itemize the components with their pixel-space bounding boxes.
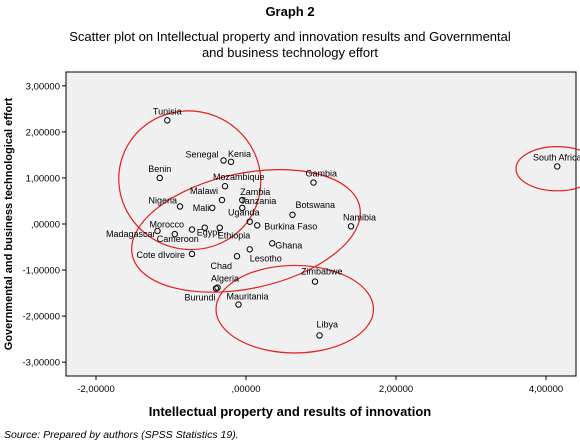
data-point xyxy=(254,222,261,229)
y-tick-label: 1,00000 xyxy=(26,173,60,184)
data-point xyxy=(218,196,226,204)
data-point xyxy=(176,203,184,210)
data-point xyxy=(201,224,208,231)
data-point xyxy=(310,179,317,186)
data-point xyxy=(212,285,220,292)
chart-title-line2: and business technology effort xyxy=(201,45,379,60)
data-point xyxy=(239,196,246,204)
data-point xyxy=(209,204,216,212)
point-label: Burundi xyxy=(184,293,215,303)
x-tick-label: 2,00000 xyxy=(379,384,413,395)
data-point xyxy=(188,250,196,258)
data-point xyxy=(316,332,323,339)
point-label: Madagascar xyxy=(106,229,156,239)
point-label: South Africa xyxy=(533,152,580,162)
data-point xyxy=(233,253,241,260)
cluster-ellipses xyxy=(118,110,580,354)
point-label: Benin xyxy=(148,164,171,174)
point-label: Tunisia xyxy=(153,106,182,116)
data-point xyxy=(164,117,171,124)
point-label: Senegal xyxy=(185,149,218,159)
point-label: Mauritania xyxy=(227,292,269,302)
x-axis: -2,00000 ,00000 2,00000 4,00000 xyxy=(77,376,563,395)
x-tick-label: 4,00000 xyxy=(529,384,563,395)
y-tick-label: -2,00000 xyxy=(22,312,60,323)
data-point xyxy=(221,183,229,190)
data-point xyxy=(246,218,253,225)
point-label: Uganda xyxy=(228,208,260,218)
point-label: Chad xyxy=(210,261,232,271)
x-tick-label: ,00000 xyxy=(231,384,260,395)
cluster-ellipse xyxy=(515,146,580,192)
point-label: Botswana xyxy=(296,200,336,210)
point-label: Mali xyxy=(193,203,210,213)
data-point xyxy=(554,163,561,170)
cluster-ellipse xyxy=(118,110,262,251)
data-point xyxy=(156,174,163,182)
data-point xyxy=(239,204,246,212)
point-label: Gambia xyxy=(306,169,338,179)
point-label: Ethiopia xyxy=(218,231,251,241)
source-note: Source: Prepared by authors (SPSS Statis… xyxy=(4,429,239,441)
y-tick-label: 3,00000 xyxy=(26,81,60,92)
point-label: Zimbabwe xyxy=(301,267,343,277)
point-label: Lesotho xyxy=(250,253,282,263)
point-label: Kenia xyxy=(228,149,251,159)
point-label: Morocco xyxy=(149,220,184,230)
cluster-ellipse xyxy=(131,169,361,293)
point-label: Nigeria xyxy=(148,195,177,205)
point-label: Zambia xyxy=(240,187,270,197)
data-point xyxy=(347,223,355,230)
data-point xyxy=(220,157,227,164)
data-point xyxy=(188,226,196,233)
data-point xyxy=(289,211,296,218)
y-axis: 3,00000 2,00000 1,00000 ,00000 -1,00000 -2,00… xyxy=(22,81,66,369)
point-label: Burkina Faso xyxy=(264,221,317,231)
plot-area xyxy=(65,71,577,377)
point-label: Mozambique xyxy=(213,172,265,182)
point-label: Malawi xyxy=(190,186,218,196)
point-label: Cameroon xyxy=(157,234,199,244)
point-label: Algeria xyxy=(211,273,239,283)
y-tick-label: -1,00000 xyxy=(22,266,60,277)
data-point xyxy=(154,227,161,235)
y-tick-label: 2,00000 xyxy=(26,127,60,138)
data-point xyxy=(269,240,276,247)
point-label: Egypt xyxy=(197,228,221,238)
data-point xyxy=(171,230,178,238)
point-label: Namibia xyxy=(343,212,376,222)
point-label: Libya xyxy=(317,319,339,329)
point-label: Cote dIvoire xyxy=(136,250,185,260)
point-label: Ghana xyxy=(275,240,302,250)
y-tick-label: -3,00000 xyxy=(22,358,60,369)
point-label: Tanzania xyxy=(240,196,276,206)
x-tick-label: -2,00000 xyxy=(77,384,115,395)
data-points: Tunisia South Africa Senegal Kenia Benin Gamb… xyxy=(106,106,580,339)
data-point xyxy=(227,158,235,166)
data-point xyxy=(311,278,319,285)
data-point xyxy=(235,301,242,308)
y-tick-label: ,00000 xyxy=(31,220,60,231)
cluster-ellipse xyxy=(215,264,375,354)
data-point xyxy=(216,224,223,231)
x-axis-title: Intellectual property and results of inn… xyxy=(148,404,432,419)
y-axis-title: Governmental and business technological … xyxy=(3,97,15,350)
chart-title-line1: Scatter plot on Intellectual property an… xyxy=(69,29,511,44)
graph-label: Graph 2 xyxy=(265,4,315,19)
data-point xyxy=(246,246,253,253)
data-point xyxy=(214,284,221,291)
